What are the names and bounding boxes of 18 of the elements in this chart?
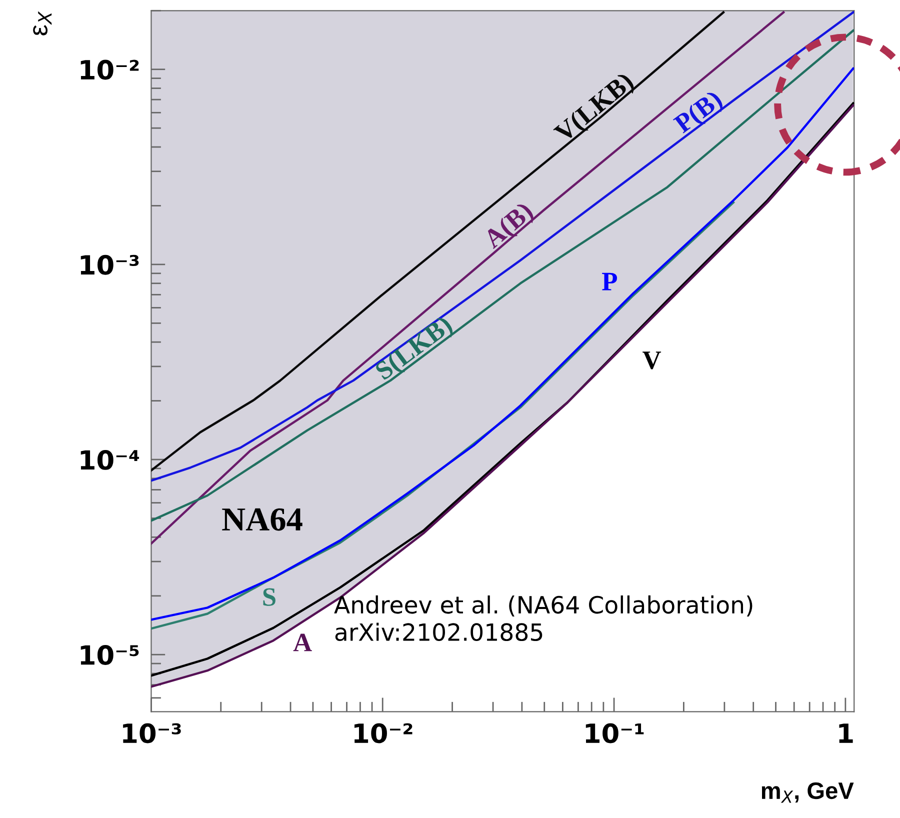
y-tick-label: 10⁻⁴ <box>80 450 140 470</box>
series-label: V <box>642 352 662 370</box>
x-tick-label: 10⁻¹ <box>586 723 644 744</box>
x-axis-title: m$_{X}$, GeV <box>762 782 854 803</box>
y-tick-label: 10⁻² <box>80 60 139 80</box>
text: P(B) <box>672 89 726 138</box>
y-axis-title: ε$_{X}$ <box>33 11 52 36</box>
series-label: A <box>293 634 312 652</box>
text: A(B) <box>482 200 538 254</box>
series-label: P <box>602 272 617 290</box>
annotation: Andreev et al. (NA64 Collaboration) arXiv:2102.01885 <box>334 595 752 642</box>
x-tick-label: 1 <box>839 724 853 743</box>
y-tick-label: 10⁻⁵ <box>80 645 139 666</box>
series-label: S <box>263 588 276 606</box>
annotation: NA64 <box>222 508 302 531</box>
x-tick-label: 10⁻³ <box>123 723 181 744</box>
x-tick-label: 10⁻² <box>354 723 412 744</box>
y-tick-label: 10⁻³ <box>80 254 139 275</box>
